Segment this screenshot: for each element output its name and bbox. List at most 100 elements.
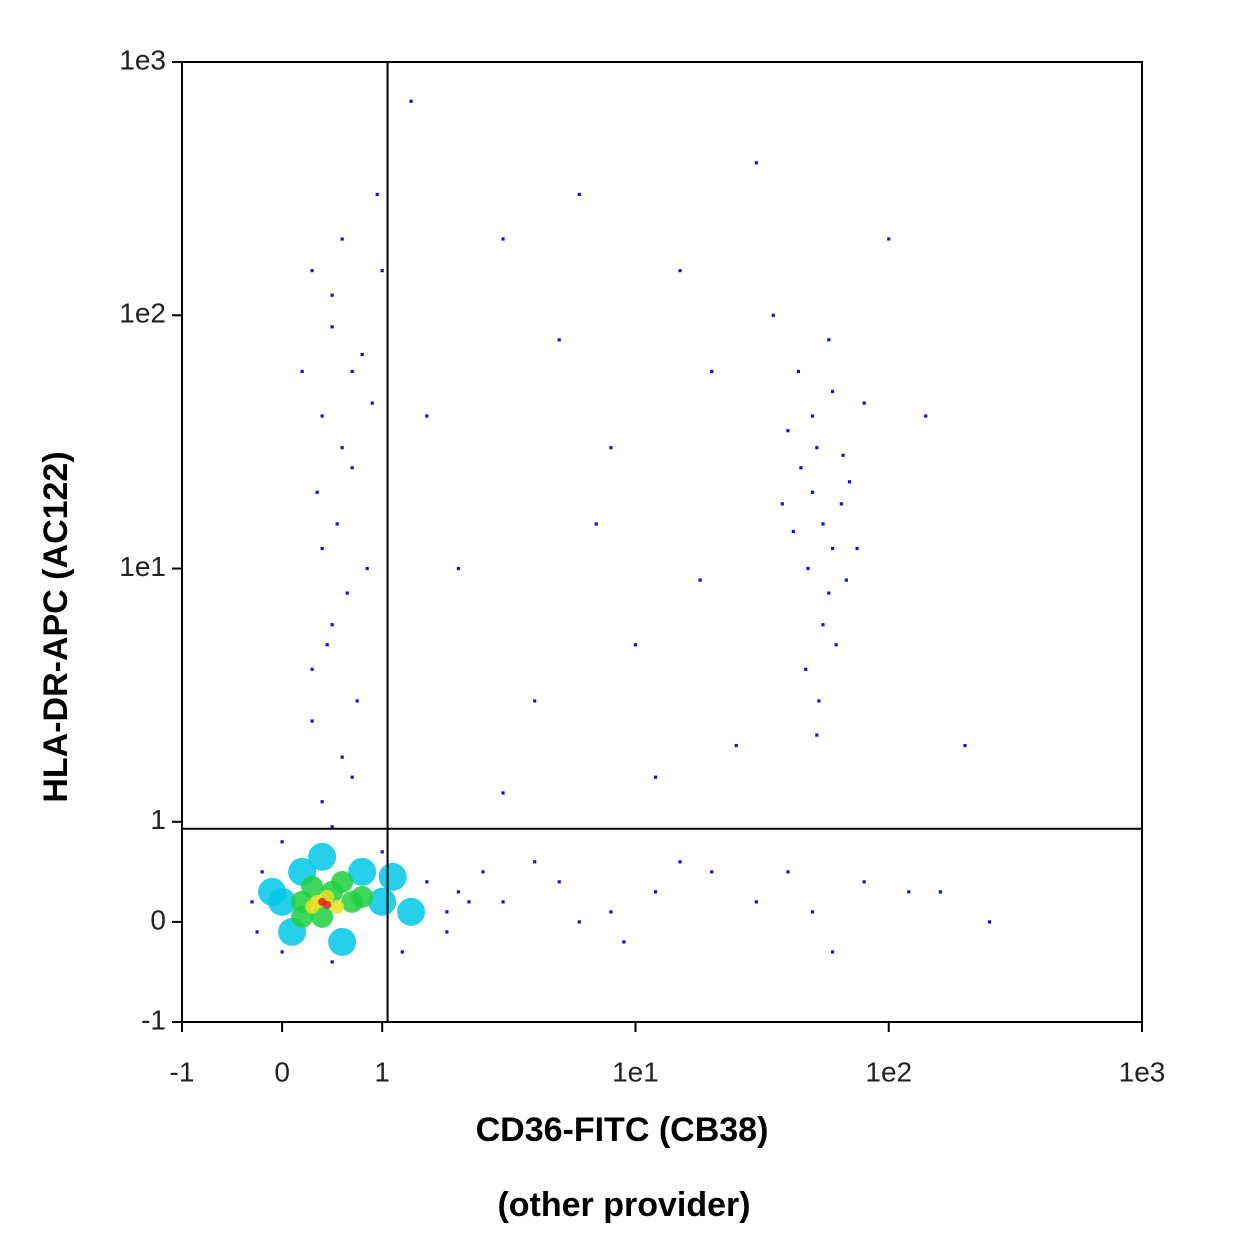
point: [815, 733, 819, 737]
point: [350, 369, 354, 374]
point: [817, 699, 821, 703]
point: [380, 269, 384, 273]
point: [710, 870, 714, 874]
point: [653, 775, 658, 779]
density-point: [301, 875, 324, 898]
point: [280, 840, 284, 844]
point: [847, 480, 852, 484]
subtitle: (other provider): [497, 1186, 750, 1224]
point: [841, 453, 845, 457]
point: [380, 850, 384, 854]
point: [409, 99, 413, 103]
density-point: [330, 899, 345, 914]
point: [375, 192, 379, 197]
point: [456, 566, 461, 571]
point: [577, 920, 581, 924]
point: [862, 880, 866, 884]
plot-frame: [181, 61, 1143, 1023]
point: [815, 446, 819, 450]
point: [855, 546, 859, 551]
point: [827, 591, 831, 595]
density-point: [331, 870, 354, 893]
point: [830, 950, 835, 954]
y-tick-label: 1e3: [119, 44, 166, 75]
point: [887, 237, 891, 241]
point: [445, 930, 449, 934]
point: [445, 910, 449, 914]
point: [830, 546, 835, 551]
x-tick-label: -1: [170, 1056, 195, 1087]
y-tick-label: 0: [150, 904, 166, 935]
point: [255, 930, 259, 934]
point: [821, 522, 825, 526]
point: [834, 643, 838, 647]
point: [810, 414, 815, 418]
point: [734, 743, 738, 748]
density-point: [308, 842, 337, 871]
point: [678, 269, 682, 273]
x-tick-label: 1e1: [612, 1056, 659, 1087]
point: [310, 269, 314, 273]
point: [987, 920, 992, 924]
point: [355, 699, 359, 703]
density-point: [305, 899, 320, 914]
y-tick-label: 1e2: [119, 298, 166, 329]
point: [330, 325, 334, 329]
point: [280, 950, 284, 954]
x-tick-label: 0: [274, 1056, 290, 1087]
y-tick-label: -1: [141, 1004, 166, 1035]
point: [370, 401, 374, 405]
point: [786, 429, 790, 433]
point: [577, 192, 581, 197]
point: [821, 623, 825, 627]
point: [300, 369, 304, 374]
density-point: [323, 900, 332, 909]
point: [710, 369, 714, 374]
point: [350, 775, 354, 779]
x-tick-label: 1: [374, 1056, 390, 1087]
point: [633, 643, 638, 647]
density-point: [378, 862, 407, 891]
point: [310, 719, 314, 723]
point: [425, 880, 429, 884]
point: [780, 502, 784, 506]
point: [557, 880, 561, 884]
point: [335, 522, 339, 526]
point: [467, 900, 471, 904]
point: [678, 860, 682, 864]
point: [400, 950, 404, 954]
point: [501, 791, 505, 795]
density-point: [397, 897, 426, 926]
point: [963, 743, 967, 748]
point: [340, 237, 344, 241]
point: [325, 643, 329, 647]
density-point: [368, 887, 397, 916]
point: [806, 566, 810, 571]
density-point: [258, 877, 287, 906]
point: [320, 546, 324, 551]
point: [862, 401, 866, 405]
x-axis-title: CD36-FITC (CB38): [476, 1111, 769, 1149]
point: [330, 293, 334, 297]
point: [754, 900, 758, 904]
point: [938, 890, 943, 894]
point: [330, 825, 334, 829]
point: [501, 237, 505, 241]
point: [320, 800, 324, 804]
point: [594, 522, 598, 526]
point: [315, 490, 319, 494]
point: [310, 667, 314, 671]
point: [365, 566, 369, 571]
point: [810, 490, 815, 494]
point: [830, 389, 835, 394]
point: [360, 352, 364, 357]
point: [844, 578, 848, 582]
point: [698, 578, 702, 582]
point: [533, 699, 537, 703]
point: [456, 890, 461, 894]
point: [609, 446, 613, 450]
density-point: [351, 885, 374, 908]
y-tick-label: 1: [150, 804, 166, 835]
point: [622, 940, 626, 944]
